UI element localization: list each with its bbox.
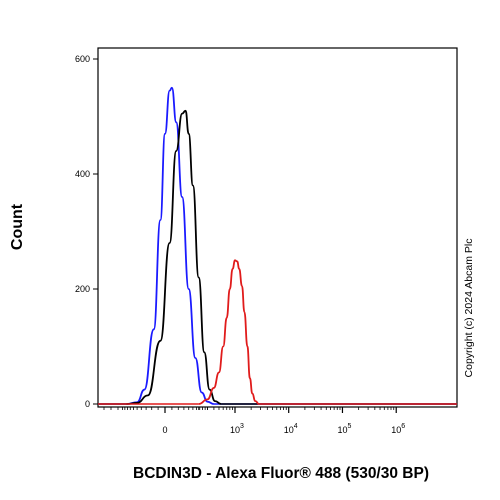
x-tick-label: 103: [230, 423, 244, 435]
histogram-series-line-2: [126, 109, 222, 405]
y-axis: 0 200 400 600: [75, 54, 98, 409]
histogram-series-line-1: [126, 86, 214, 405]
x-tick-label: 106: [391, 423, 405, 435]
x-tick-label: 0: [162, 425, 167, 435]
x-tick-label: 105: [337, 423, 351, 435]
y-tick-label: 600: [75, 54, 90, 64]
y-axis-title: Count: [9, 203, 26, 250]
plot-frame: [97, 47, 458, 408]
y-tick-label: 400: [75, 169, 90, 179]
copyright-notice: Copyright (c) 2024 Abcam Plc: [463, 239, 475, 378]
x-axis: 0 103 104 105 106: [103, 407, 405, 435]
histogram-series-line-3: [198, 259, 260, 405]
y-tick-label: 0: [85, 399, 90, 409]
x-axis-title: BCDIN3D - Alexa Fluor® 488 (530/30 BP): [133, 465, 429, 482]
y-tick-label: 200: [75, 284, 90, 294]
series-layer: [98, 86, 457, 405]
x-tick-label: 104: [284, 423, 298, 435]
